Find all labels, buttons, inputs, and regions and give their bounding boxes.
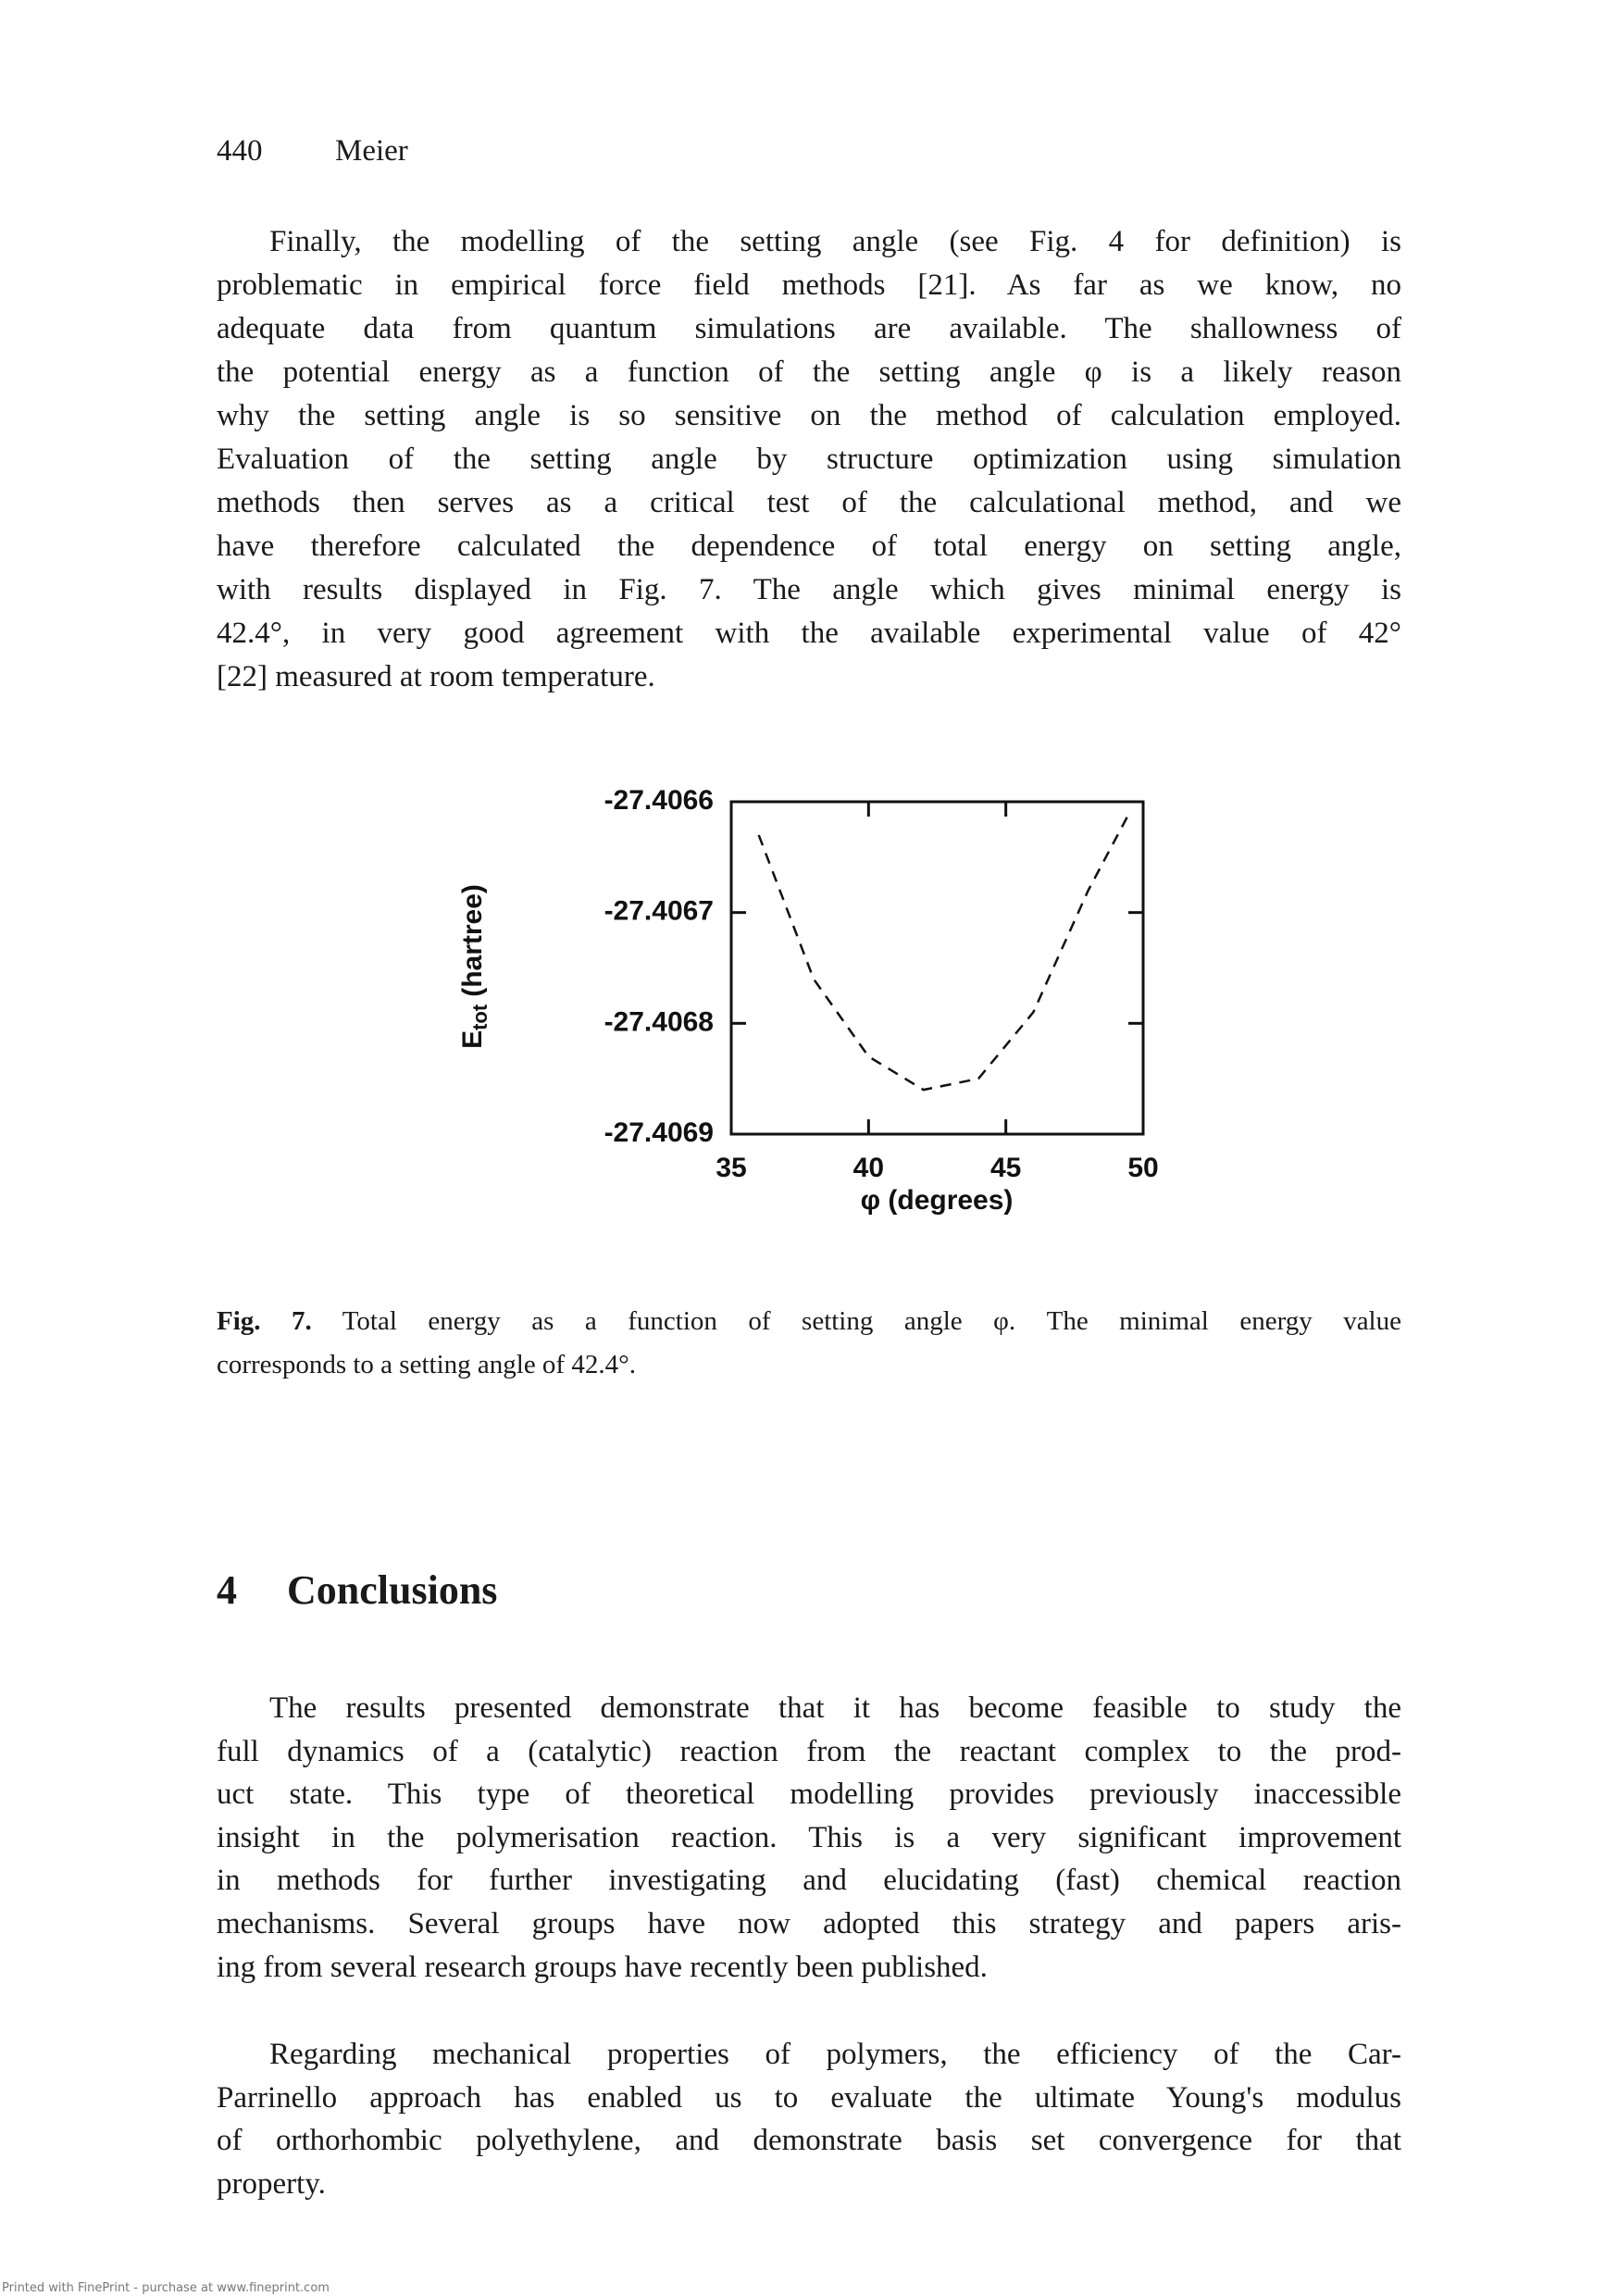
x-tick-label: 45 <box>990 1153 1021 1183</box>
text-line: the potential energy as a function of th… <box>217 356 1401 389</box>
caption-label: Fig. 7. <box>217 1306 312 1336</box>
caption-text: Total energy as a function of setting an… <box>342 1306 1401 1336</box>
y-label-unit: (hartree) <box>457 884 488 997</box>
section-title: Conclusions <box>287 1567 498 1613</box>
text-line: full dynamics of a (catalytic) reaction … <box>217 1734 1401 1768</box>
text-line: 42.4°, in very good agreement with the a… <box>217 617 1401 650</box>
text-line: uct state. This type of theoretical mode… <box>217 1778 1401 1812</box>
text-line: The results presented demonstrate that i… <box>269 1691 1401 1725</box>
text-line: with results displayed in Fig. 7. The an… <box>217 573 1401 606</box>
text-line: Parrinello approach has enabled us to ev… <box>217 2080 1401 2115</box>
text-line: methods then serves as a critical test o… <box>217 486 1401 519</box>
text-line: of orthorhombic polyethylene, and demons… <box>217 2124 1401 2158</box>
text-line: in methods for further investigating and… <box>217 1864 1401 1898</box>
caption-line: Fig. 7. Total energy as a function of se… <box>217 1300 1401 1343</box>
y-tick-label: -27.4066 <box>604 785 714 816</box>
text-line: insight in the polymerisation reaction. … <box>217 1820 1401 1854</box>
page-number: 440 <box>217 134 263 168</box>
text-line: Finally, the modelling of the setting an… <box>269 225 1401 258</box>
y-tick-label: -27.4067 <box>604 896 714 927</box>
y-label-symbol: E <box>457 1030 488 1049</box>
footer: Printed with FinePrint - purchase at www… <box>2 2281 330 2295</box>
text-line: ing from several research groups have re… <box>217 1950 988 1984</box>
text-line: property. <box>217 2166 326 2201</box>
y-label-subscript: tot <box>468 1004 492 1030</box>
x-tick-label: 50 <box>1127 1153 1158 1183</box>
y-axis-label: Etot (hartree) <box>457 884 492 1049</box>
y-tick-label: -27.4069 <box>604 1117 714 1148</box>
data-line <box>757 812 1131 1092</box>
section-number: 4 <box>217 1567 237 1613</box>
running-head: Meier <box>335 134 408 168</box>
text-line: mechanisms. Several groups have now adop… <box>217 1907 1401 1940</box>
y-tick-label: -27.4068 <box>604 1006 714 1037</box>
text-line: adequate data from quantum simulations a… <box>217 312 1401 345</box>
x-axis-label: φ (degrees) <box>861 1185 1014 1216</box>
text-line: problematic in empirical force field met… <box>217 268 1401 302</box>
plot-frame <box>729 800 1145 1136</box>
caption-line: corresponds to a setting angle of 42.4°. <box>217 1350 636 1379</box>
text-line: [22] measured at room temperature. <box>217 660 655 693</box>
text-line: Evaluation of the setting angle by struc… <box>217 443 1401 476</box>
text-line: why the setting angle is so sensitive on… <box>217 399 1401 432</box>
x-tick-label: 40 <box>853 1153 884 1183</box>
text-line: Regarding mechanical properties of polym… <box>269 2038 1401 2071</box>
x-tick-label: 35 <box>716 1153 746 1183</box>
text-line: have therefore calculated the dependence… <box>217 530 1401 563</box>
